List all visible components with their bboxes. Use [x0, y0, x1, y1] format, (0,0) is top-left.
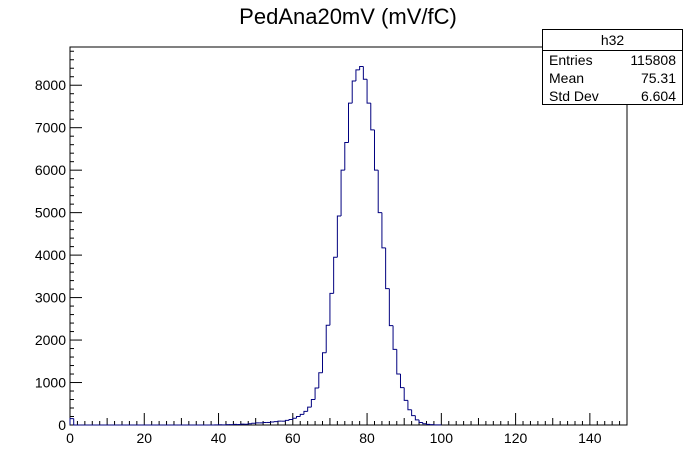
histogram-bin [396, 349, 401, 375]
stats-value: 6.604 [640, 88, 676, 104]
histogram-bin [407, 400, 412, 411]
histogram-bin [359, 66, 364, 70]
histogram-bin [288, 418, 293, 421]
y-tick-label: 1000 [35, 375, 66, 391]
stats-row-stddev: Std Dev 6.604 [543, 87, 682, 105]
histogram-bin [355, 69, 360, 81]
histogram-bin [418, 419, 423, 423]
x-tick-label: 20 [136, 430, 152, 446]
histogram-bin [69, 418, 74, 425]
x-tick-label: 60 [285, 430, 301, 446]
histogram-bin [348, 102, 353, 143]
y-tick-label: 7000 [35, 120, 66, 136]
histogram-bin [411, 409, 416, 417]
stats-value: 75.31 [640, 70, 676, 86]
histogram-bin [322, 352, 327, 373]
histogram-bin [73, 418, 78, 426]
stats-row-mean: Mean 75.31 [543, 69, 682, 87]
histogram-bin [340, 169, 345, 217]
histogram-bin [310, 399, 316, 408]
stats-row-entries: Entries 115808 [543, 51, 682, 69]
chart-title: PedAna20mV (mV/fC) [239, 4, 457, 29]
x-tick-label: 140 [578, 430, 602, 446]
histogram-bin [325, 324, 330, 353]
histogram-bin [392, 325, 397, 350]
x-tick-label: 40 [211, 430, 227, 446]
histogram-bin [344, 142, 349, 171]
histogram-bin [314, 387, 319, 400]
histogram-bin [399, 374, 405, 389]
axes-frame [69, 46, 628, 426]
plot-frame [69, 46, 628, 426]
histogram-bars [69, 66, 442, 426]
y-tick-label: 3000 [35, 290, 66, 306]
histogram-bin [373, 129, 379, 171]
y-tick-label: 5000 [35, 205, 66, 221]
stats-value: 115808 [630, 52, 676, 68]
y-axis-ticks: 0 1000 2000 3000 4000 5000 6000 7000 8000 [35, 50, 82, 433]
histogram-bin [303, 410, 308, 415]
histogram-bin [318, 372, 323, 389]
stats-label: Mean [549, 70, 585, 86]
histogram-bin [247, 423, 252, 425]
histogram-bin [370, 103, 375, 131]
histogram-bin [284, 419, 290, 422]
x-tick-label: 0 [66, 430, 74, 446]
histogram-bin [422, 422, 427, 425]
histogram-bin [292, 417, 297, 420]
histogram-bin [362, 66, 368, 80]
histogram-bin [329, 292, 334, 326]
y-tick-label: 4000 [35, 247, 66, 263]
histogram-bin [366, 79, 371, 104]
y-tick-label: 2000 [35, 332, 66, 348]
histogram-bin [403, 387, 408, 401]
stats-box: h32 Entries 115808 Mean 75.31 Std Dev 6.… [542, 29, 683, 105]
histogram-bin [351, 80, 356, 104]
x-tick-label: 120 [504, 430, 528, 446]
histogram-bin [381, 212, 386, 249]
histogram-bin [385, 247, 390, 290]
y-tick-label: 0 [58, 417, 66, 433]
histogram-bin [377, 170, 382, 214]
x-tick-label: 100 [430, 430, 454, 446]
histogram-bin [333, 256, 338, 294]
histogram-bin [307, 406, 312, 412]
y-tick-label: 8000 [35, 77, 66, 93]
histogram-bin [414, 415, 420, 421]
stats-label: Entries [549, 52, 593, 68]
histogram-bin [388, 288, 394, 327]
x-axis-ticks: 0 20 40 60 80 100 120 140 [66, 413, 628, 446]
histogram-bin [299, 413, 304, 417]
stats-box-title: h32 [543, 30, 682, 51]
histogram-bin [296, 416, 301, 419]
histogram-bin [336, 215, 342, 258]
histogram-bin [425, 423, 431, 425]
x-tick-label: 80 [359, 430, 375, 446]
y-tick-label: 6000 [35, 162, 66, 178]
stats-label: Std Dev [549, 88, 599, 104]
